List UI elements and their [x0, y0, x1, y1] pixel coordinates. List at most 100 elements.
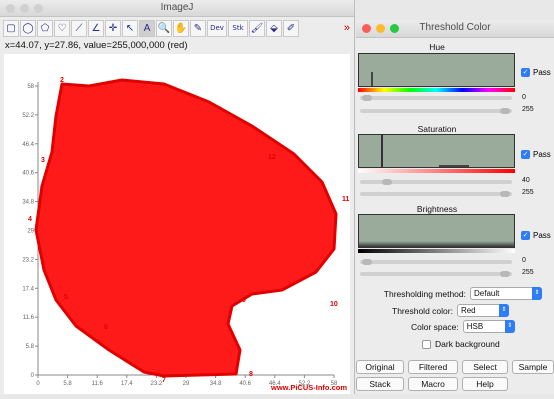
freehand-tool-icon[interactable]: ♡ [54, 19, 70, 37]
x-tick-label: 40.6 [239, 381, 251, 387]
stack-button[interactable]: Stack [356, 377, 404, 391]
point-label: 12 [268, 154, 276, 161]
brightness-pass-checkbox[interactable]: ✓ Pass [521, 231, 551, 240]
threshold-color-row: Threshold color: Red ⇕ [392, 304, 509, 317]
point-tool-icon[interactable]: ✛ [105, 19, 121, 37]
color-space-row: Color space: HSB ⇕ [411, 320, 515, 333]
rectangle-tool-icon[interactable]: ▢ [3, 19, 19, 37]
minimize-icon[interactable] [20, 4, 29, 13]
thresholding-method-row: Thresholding method: Default ⇕ [384, 287, 542, 300]
original-button[interactable]: Original [356, 360, 404, 374]
y-tick-label: 17.4 [22, 286, 34, 292]
brightness-min-value: 0 [522, 257, 526, 264]
saturation-min-slider[interactable] [360, 179, 512, 185]
zoom-icon[interactable] [390, 24, 399, 33]
dark-background-checkbox[interactable]: Dark background [422, 339, 500, 349]
threshold-color-label: Threshold color: [392, 305, 453, 316]
y-tick-label: 0 [31, 373, 35, 379]
stk-tool-icon[interactable]: Stk [228, 19, 248, 37]
point-label: 7 [162, 377, 166, 384]
minimize-icon[interactable] [376, 24, 385, 33]
zoom-icon[interactable] [34, 4, 43, 13]
wand-tool-icon[interactable]: ↖ [122, 19, 138, 37]
hue-max-slider[interactable] [360, 108, 512, 114]
dropper-tool-icon[interactable]: ✎ [190, 19, 206, 37]
x-tick-label: 0 [36, 381, 40, 387]
imagej-title: ImageJ [160, 2, 194, 13]
y-tick-label: 52.2 [22, 113, 34, 119]
saturation-histogram [358, 134, 515, 168]
threshold-titlebar[interactable]: Threshold Color [356, 20, 554, 38]
x-tick-label: 23.2 [151, 381, 163, 387]
line-tool-icon[interactable]: ⟋ [71, 19, 87, 37]
y-tick-label: 46.4 [22, 142, 34, 148]
chevron-down-icon: ⇕ [504, 320, 515, 333]
imagej-titlebar[interactable]: ImageJ [0, 0, 354, 17]
text-tool-icon[interactable]: A [139, 19, 155, 37]
hand-tool-icon[interactable]: ✋ [173, 19, 189, 37]
x-tick-label: 52.2 [299, 381, 311, 387]
help-button[interactable]: Help [462, 377, 508, 391]
saturation-max-value: 255 [522, 189, 534, 196]
y-tick-label: 58 [27, 84, 34, 90]
watermark-text: www.PiCUS-Info.com [270, 383, 347, 392]
saturation-colorbar [358, 169, 515, 173]
chevron-down-icon: ⇕ [532, 287, 542, 300]
brush-tool-icon[interactable]: 🖌 [249, 19, 265, 37]
status-readout: x=44.07, y=27.86, value=255,000,000 (red… [5, 40, 188, 51]
x-tick-label: 17.4 [121, 381, 133, 387]
red-threshold-region [34, 78, 338, 378]
imagej-window: ImageJ ▢ ◯ ⬠ ♡ ⟋ ∠ ✛ ↖ A 🔍 ✋ ✎ Dev Stk 🖌 ⬙ ✐ » x=44.07, y… [0, 0, 355, 394]
x-tick-label: 29 [183, 381, 190, 387]
y-tick-label: 34.8 [22, 200, 34, 206]
brightness-label: Brightness [416, 204, 458, 214]
hue-max-value: 255 [522, 106, 534, 113]
point-label: 10 [330, 301, 338, 308]
y-tick-label: 5.8 [26, 344, 35, 350]
y-tick-label: 23.2 [22, 257, 34, 263]
thresholding-method-label: Thresholding method: [383, 288, 466, 299]
brightness-colorbar [358, 249, 515, 253]
point-label: 6 [104, 324, 108, 331]
hue-colorbar [358, 88, 515, 92]
color-space-select[interactable]: HSB ⇕ [462, 320, 515, 333]
point-label: 8 [249, 371, 253, 378]
more-tools-icon[interactable]: » [343, 22, 350, 34]
hue-histogram [358, 53, 515, 87]
dev-tool-icon[interactable]: Dev [207, 19, 227, 37]
oval-tool-icon[interactable]: ◯ [20, 19, 36, 37]
pencil-tool-icon[interactable]: ✐ [283, 19, 299, 37]
select-button[interactable]: Select [462, 360, 508, 374]
point-label: 3 [41, 157, 45, 164]
thresholding-method-select[interactable]: Default ⇕ [470, 287, 542, 300]
saturation-max-slider[interactable] [360, 191, 512, 197]
threshold-color-window: Threshold Color Hue ✓ Pass 0 255 Saturati… [356, 20, 554, 394]
macro-button[interactable]: Macro [408, 377, 458, 391]
angle-tool-icon[interactable]: ∠ [88, 19, 104, 37]
saturation-min-value: 40 [522, 177, 530, 184]
magnifier-tool-icon[interactable]: 🔍 [156, 19, 172, 37]
threshold-color-select[interactable]: Red ⇕ [456, 304, 509, 317]
point-label: 5 [64, 294, 68, 301]
polygon-tool-icon[interactable]: ⬠ [37, 19, 53, 37]
brightness-max-value: 255 [522, 269, 534, 276]
saturation-pass-checkbox[interactable]: ✓ Pass [521, 150, 551, 159]
x-tick-label: 34.8 [210, 381, 222, 387]
point-label: 11 [342, 196, 350, 203]
hue-label: Hue [429, 42, 445, 52]
close-icon[interactable] [362, 24, 371, 33]
close-icon[interactable] [6, 4, 15, 13]
hue-pass-checkbox[interactable]: ✓ Pass [521, 68, 551, 77]
hue-min-slider[interactable] [360, 95, 512, 101]
brightness-max-slider[interactable] [360, 271, 512, 277]
filtered-button[interactable]: Filtered [408, 360, 458, 374]
sample-button[interactable]: Sample [512, 360, 554, 374]
image-canvas[interactable]: 58 52.2 46.4 40.6 34.8 29 23.2 17.4 11.6 5.8 0 0 5.8… [4, 54, 350, 394]
point-label: 4 [28, 216, 32, 223]
brightness-min-slider[interactable] [360, 259, 512, 265]
color-space-label: Color space: [411, 321, 459, 332]
saturation-label: Saturation [417, 124, 457, 134]
flood-fill-tool-icon[interactable]: ⬙ [266, 19, 282, 37]
imagej-toolbar: ▢ ◯ ⬠ ♡ ⟋ ∠ ✛ ↖ A 🔍 ✋ ✎ Dev Stk 🖌 ⬙ ✐ » [0, 17, 354, 39]
